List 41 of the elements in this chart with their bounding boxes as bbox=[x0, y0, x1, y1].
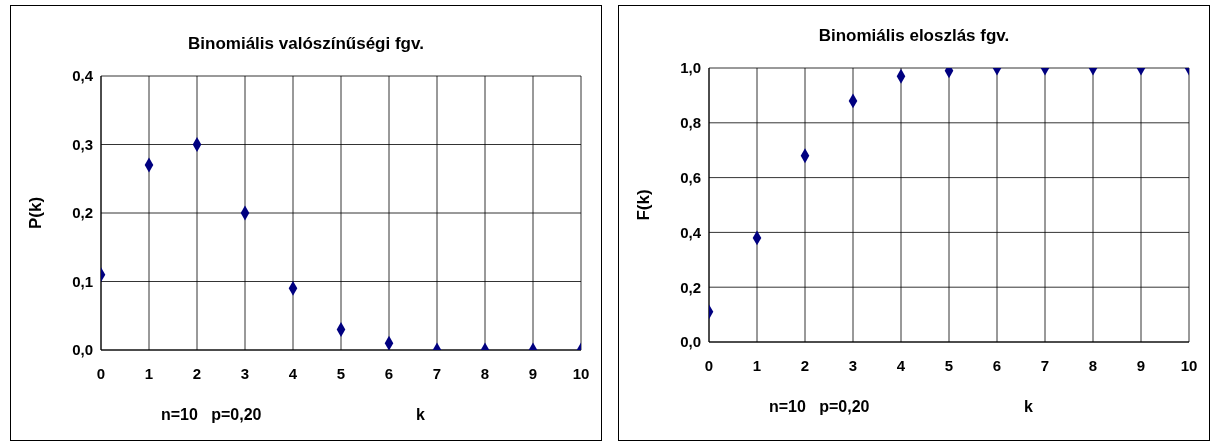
x-tick-label: 1 bbox=[144, 364, 154, 382]
x-tick-label: 5 bbox=[944, 356, 954, 374]
x-tick-label: 4 bbox=[896, 356, 906, 374]
y-tick-label: 0,0 bbox=[680, 333, 701, 351]
x-axis-title: k bbox=[416, 406, 425, 424]
y-tick-label: 0,2 bbox=[680, 278, 701, 296]
y-tick-label: 0,4 bbox=[680, 223, 702, 241]
x-tick-label: 4 bbox=[288, 364, 298, 382]
y-tick-label: 0,1 bbox=[72, 272, 93, 290]
x-tick-label: 6 bbox=[992, 356, 1002, 374]
y-tick-label: 0,0 bbox=[72, 341, 93, 359]
y-tick-label: 0,6 bbox=[680, 168, 701, 186]
x-tick-label: 2 bbox=[192, 364, 202, 382]
x-tick-label: 8 bbox=[480, 364, 490, 382]
x-tick-label: 9 bbox=[1136, 356, 1146, 374]
x-tick-label: 0 bbox=[704, 356, 714, 374]
x-tick-label: 10 bbox=[1180, 356, 1198, 374]
y-axis-title: P(k) bbox=[26, 196, 46, 230]
chart-title: Binomiális valószínűségi fgv. bbox=[187, 34, 425, 55]
chart-title: Binomiális eloszlás fgv. bbox=[817, 26, 1011, 47]
x-tick-label: 3 bbox=[848, 356, 858, 374]
x-axis-title: k bbox=[1024, 398, 1033, 416]
x-tick-label: 0 bbox=[96, 364, 106, 382]
x-tick-label: 3 bbox=[240, 364, 250, 382]
x-tick-label: 7 bbox=[1040, 356, 1050, 374]
x-tick-label: 2 bbox=[800, 356, 810, 374]
y-tick-label: 0,4 bbox=[72, 67, 94, 85]
x-tick-label: 5 bbox=[336, 364, 346, 382]
text: n=10 p=0,20 bbox=[769, 398, 870, 416]
x-tick-label: 8 bbox=[1088, 356, 1098, 374]
y-axis-title: F(k) bbox=[634, 189, 654, 221]
y-tick-label: 0,8 bbox=[680, 114, 701, 132]
x-tick-label: 7 bbox=[432, 364, 442, 382]
x-tick-label: 1 bbox=[752, 356, 762, 374]
x-tick-label: 6 bbox=[384, 364, 394, 382]
x-tick-label: 10 bbox=[572, 364, 590, 382]
text: n=10 p=0,20 bbox=[161, 406, 262, 424]
y-tick-label: 0,2 bbox=[72, 204, 93, 222]
y-tick-label: 1,0 bbox=[680, 59, 701, 77]
y-tick-label: 0,3 bbox=[72, 135, 93, 153]
x-tick-label: 9 bbox=[528, 364, 538, 382]
